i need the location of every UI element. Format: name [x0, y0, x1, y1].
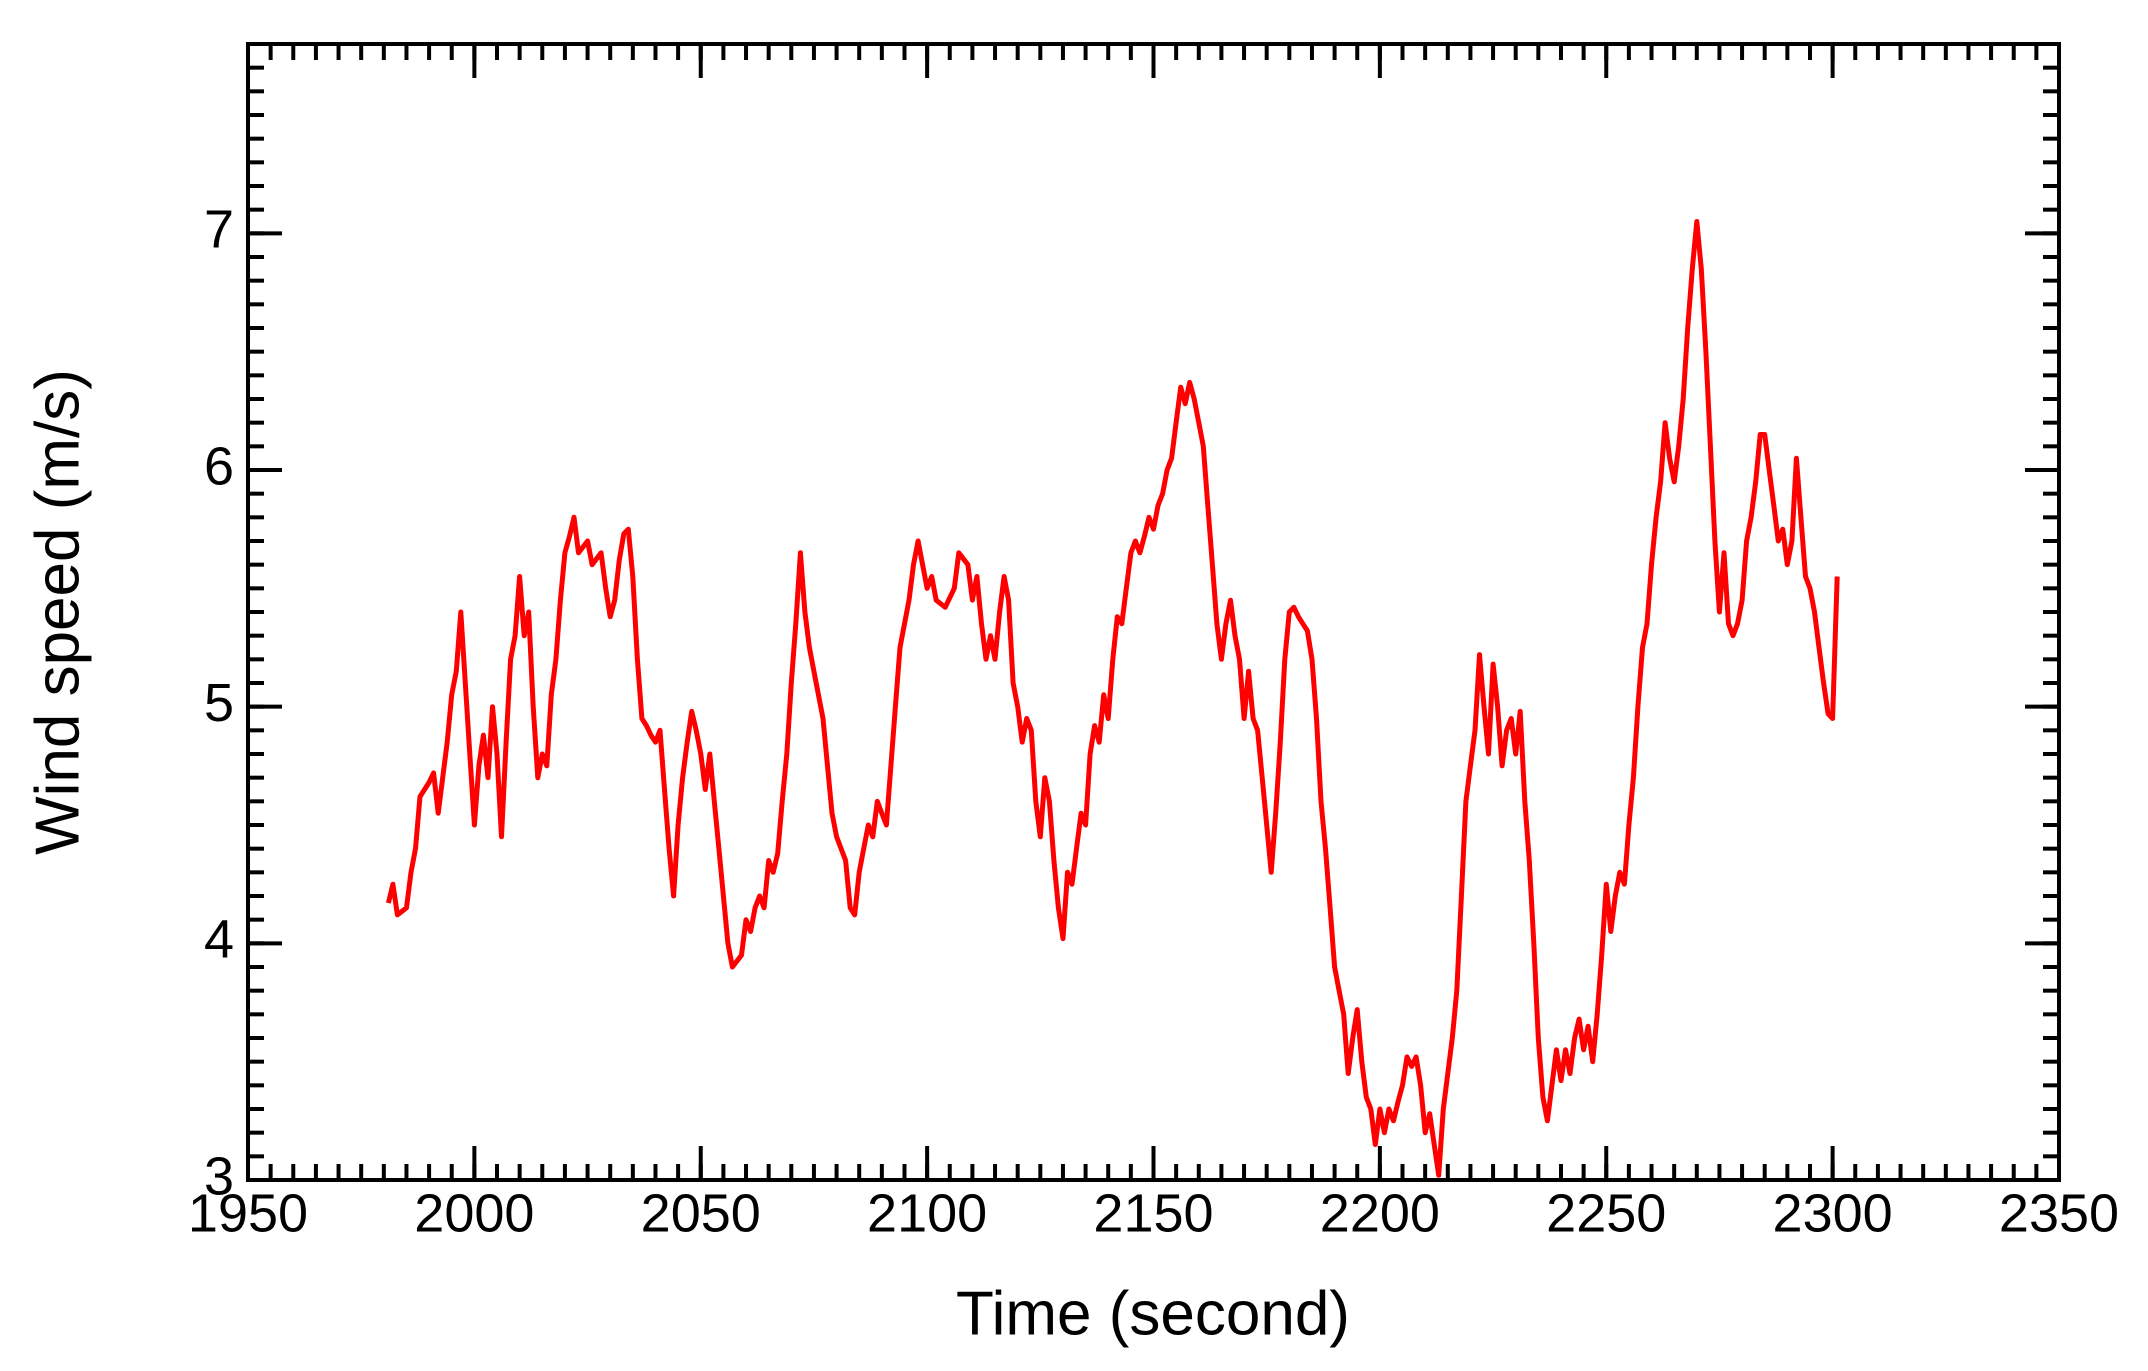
- y-axis-title: Wind speed (m/s): [23, 369, 92, 855]
- y-tick-label: 3: [204, 1146, 234, 1206]
- data-line: [385, 219, 1840, 1178]
- y-tick-label: 7: [204, 200, 234, 260]
- x-tick-label: 2100: [867, 1183, 987, 1243]
- y-tick-label: 4: [204, 910, 234, 970]
- x-tick-label: 2150: [1093, 1183, 1213, 1243]
- y-tick-label: 5: [204, 673, 234, 733]
- x-tick-label: 2350: [1999, 1183, 2119, 1243]
- x-tick-label: 2000: [414, 1183, 534, 1243]
- x-axis-title: Time (second): [956, 1279, 1350, 1348]
- x-tick-label: 1950: [188, 1183, 308, 1243]
- x-tick-label: 2050: [641, 1183, 761, 1243]
- x-tick-label: 2300: [1773, 1183, 1893, 1243]
- x-tick-label: 2250: [1546, 1183, 1666, 1243]
- y-tick-label: 6: [204, 436, 234, 496]
- x-tick-label: 2200: [1320, 1183, 1440, 1243]
- plot-frame: [246, 42, 2061, 1182]
